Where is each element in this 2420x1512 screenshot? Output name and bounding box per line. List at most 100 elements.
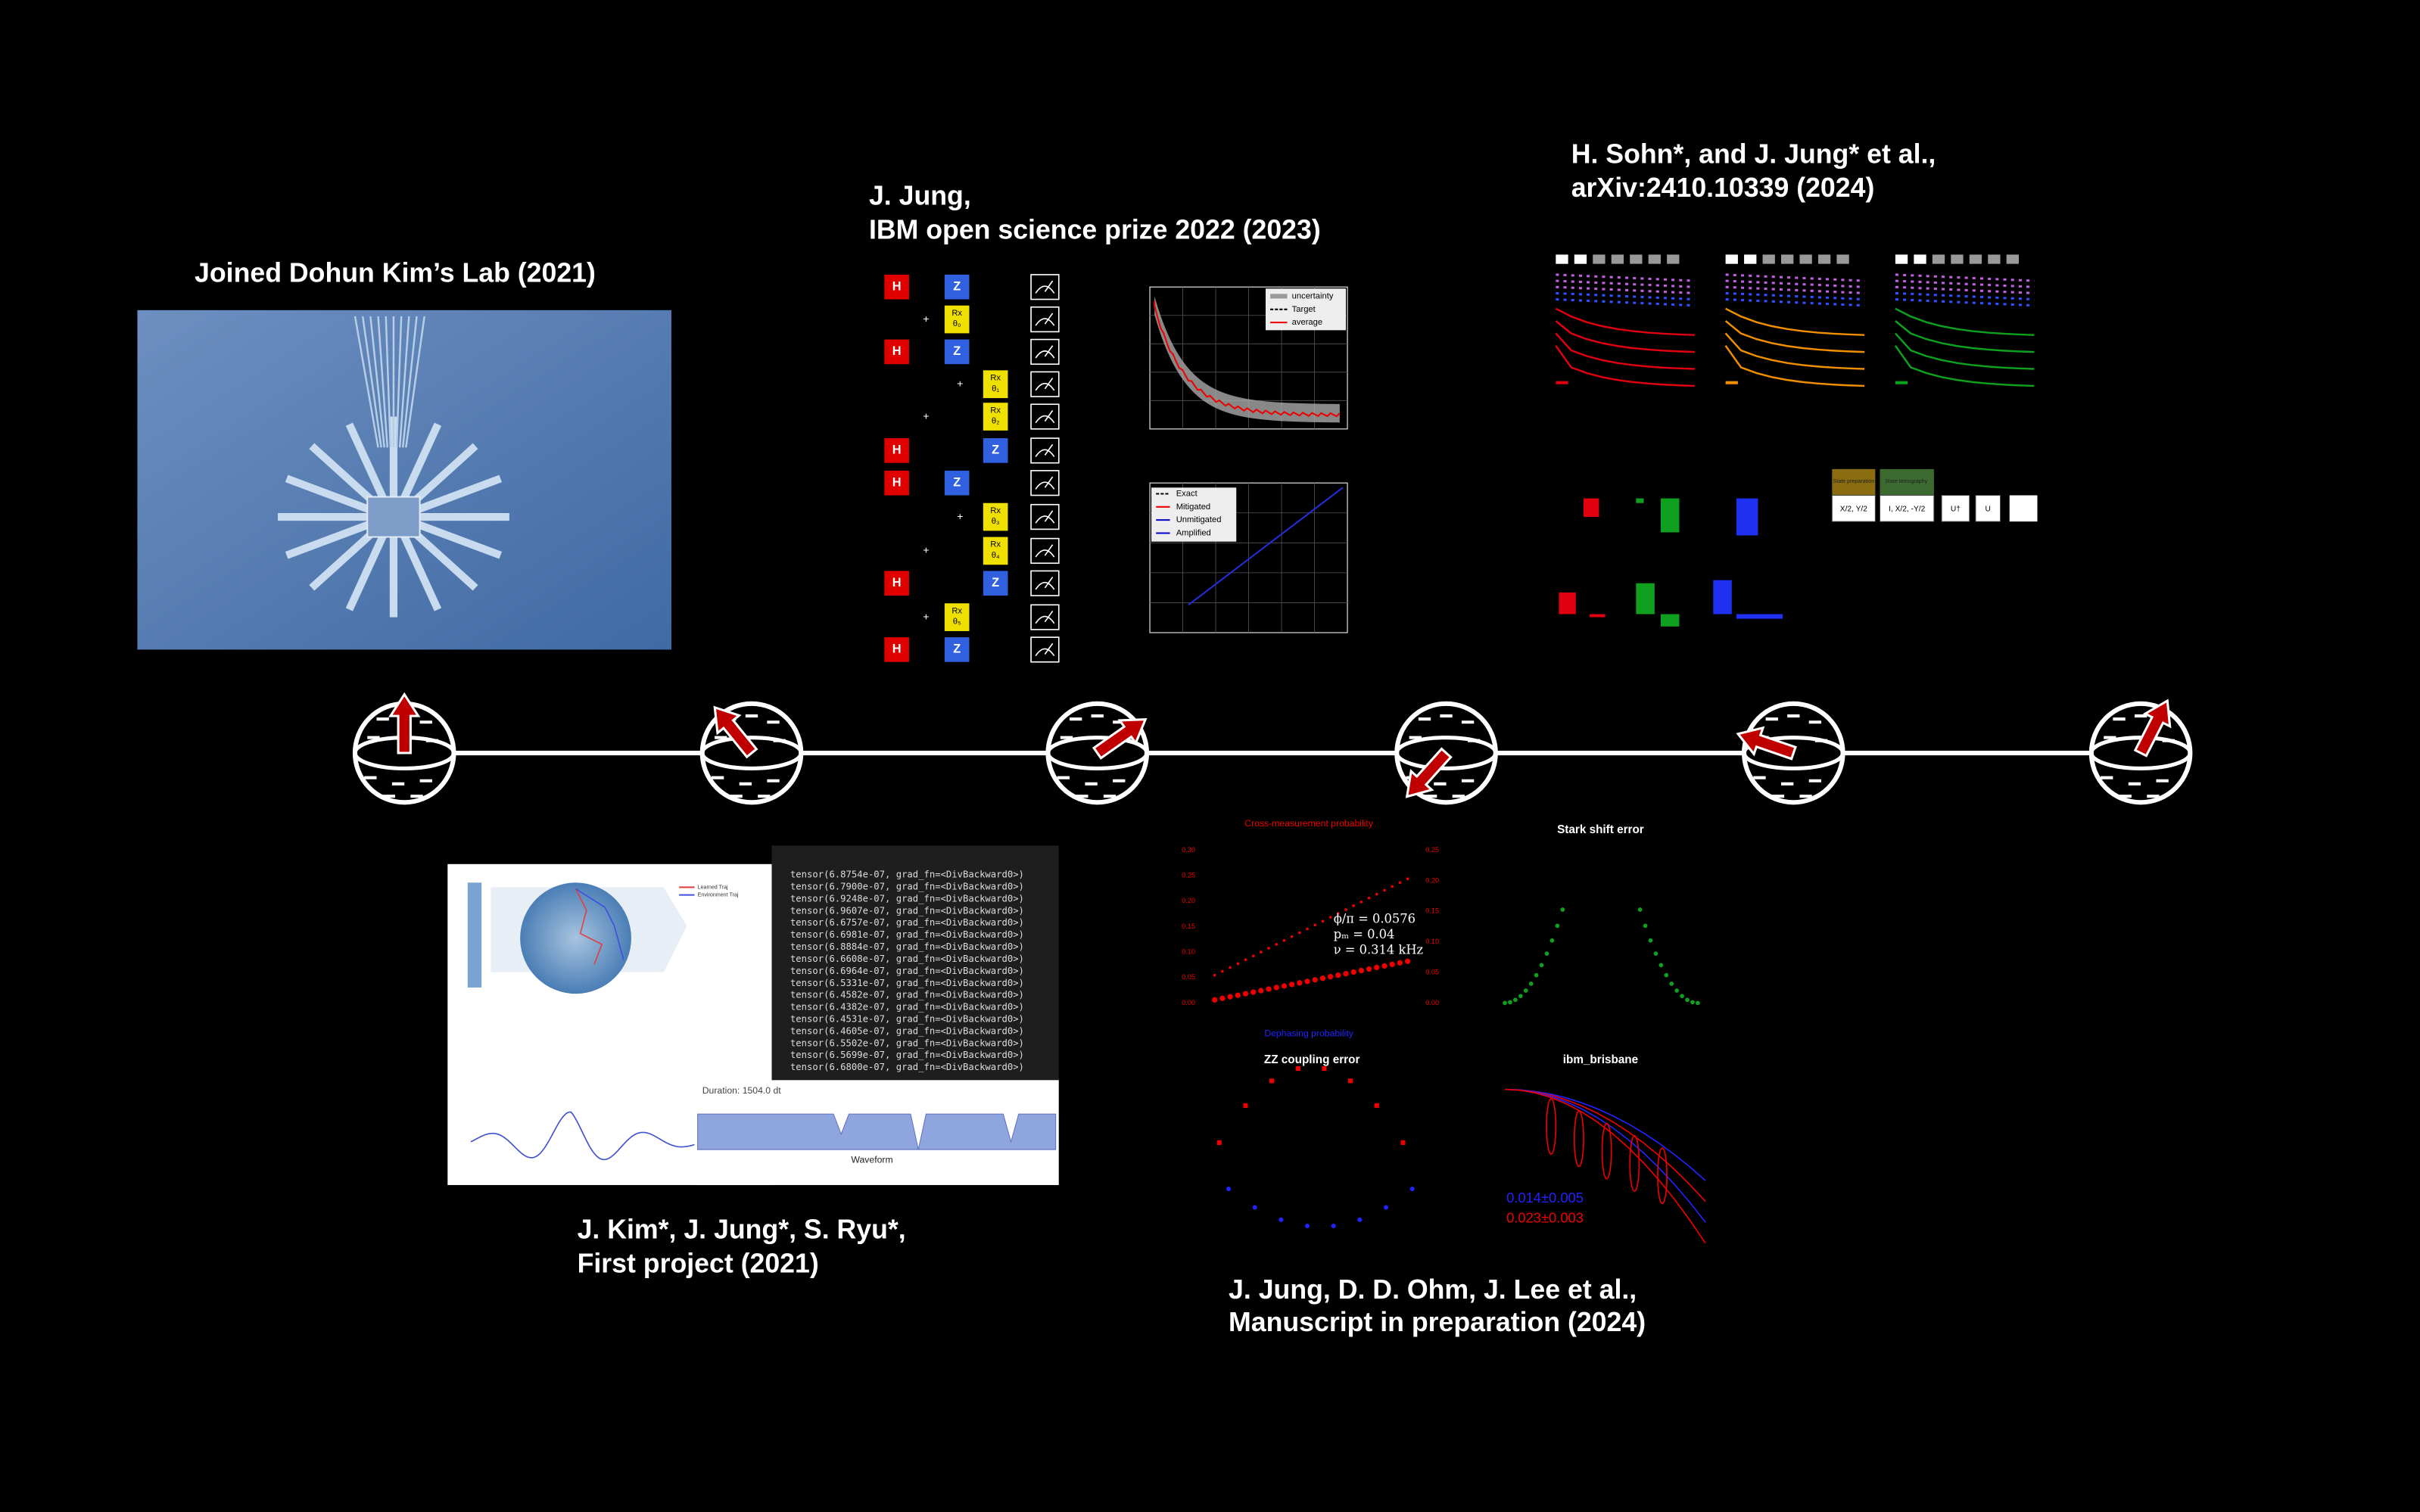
gate-label: H [892,280,902,294]
gate-label: H [892,443,902,457]
meter-icon [1035,313,1055,326]
dot [1236,962,1240,966]
dot [1637,907,1643,912]
bloch-sphere [699,701,804,805]
plus: + [923,410,929,422]
gate-rx [983,502,1008,531]
caption: J. Jung, D. D. Ohm, J. Lee et al., [1229,1274,1637,1305]
arrow [1736,726,1797,761]
violin [1629,1134,1640,1192]
chip-wire [395,316,403,448]
dot-row [1895,285,2035,294]
dot [1518,994,1523,999]
dot [1336,912,1340,915]
dot [1235,992,1241,998]
arrow [713,705,758,759]
panel-tab [1895,254,1908,264]
meter [1030,338,1060,366]
panel-tab [1932,254,1945,264]
dot-row [1556,298,1695,307]
dot [1523,988,1528,993]
bloch-sphere [1394,701,1498,805]
gate-box [1879,495,1935,522]
dot-row [1725,291,1865,301]
chip-wire [385,316,392,448]
waveform-label: Waveform [851,1155,892,1165]
panel-tab [2006,254,2020,264]
chip-electrode [345,527,391,611]
caption: J. Kim*, J. Jung*, S. Ryu*, [578,1215,906,1245]
dot-row [1725,298,1865,307]
square [1216,1140,1222,1145]
fit-label: 0.023±0.003 [1506,1210,1584,1226]
tick-right: 0.25 [1425,846,1439,854]
dot [1298,931,1301,935]
meter-icon [1035,345,1055,359]
square [1295,1066,1300,1072]
dot [1250,989,1257,995]
chip-center [366,496,421,538]
panel-tab [1969,254,1982,264]
panel-tab [1725,254,1738,264]
dot [1690,1000,1695,1005]
duration: Duration: 1504.0 dt [702,1085,782,1096]
fit-label: 0.014±0.005 [1506,1190,1584,1206]
dot [1343,970,1349,977]
dot [1306,927,1309,931]
chip-electrode [397,527,442,611]
bar [1590,614,1606,618]
bar [1636,498,1644,503]
gate-box [1831,495,1876,522]
dot [1321,919,1325,923]
console-line: tensor(6.8754e-07, grad_fn=<DivBackward0… [790,870,1024,880]
bar [1559,592,1576,614]
meter [1030,503,1060,530]
dot [1513,997,1518,1003]
tick-right: 0.20 [1425,876,1439,884]
title-red: Cross-measurement probability [1244,818,1374,829]
dot [1539,963,1544,968]
dot [1406,877,1409,881]
tick-left: 0.30 [1182,846,1195,854]
square [1243,1103,1248,1109]
bar [1736,614,1783,619]
violin [1657,1147,1668,1205]
dot [1213,973,1216,977]
dot [1229,966,1232,969]
annotation: pₘ = 0.04 [1334,927,1395,941]
console-line: tensor(6.4582e-07, grad_fn=<DivBackward0… [790,990,1024,1000]
console-line: tensor(6.6964e-07, grad_fn=<DivBackward0… [790,966,1024,976]
square [1374,1103,1379,1109]
chip-electrode [409,474,503,516]
square [1400,1140,1406,1145]
gate-label: Z [953,344,961,358]
console-line: tensor(6.5331e-07, grad_fn=<DivBackward0… [790,978,1024,988]
panel-tab [1799,254,1812,264]
console-line: tensor(6.9248e-07, grad_fn=<DivBackward0… [790,893,1024,904]
gate-label: Z [953,280,961,294]
meter [1030,403,1060,430]
fit-curve [1504,1088,1706,1244]
gate-label: H [892,344,902,358]
gate-param: θ₀ [953,319,961,328]
decay-curve [1555,307,1695,336]
dot [1534,972,1539,978]
gate-label: U [1986,506,1991,514]
gate-rx [983,537,1008,565]
console [771,845,1059,1081]
annotation: ν = 0.314 kHz [1334,943,1423,957]
chip-electrode [397,422,442,508]
caption: First project (2021) [578,1248,819,1278]
dot [1560,907,1565,912]
dot [1398,881,1402,885]
decay-curve [1555,345,1695,387]
dot [1226,1186,1232,1192]
dot [1227,994,1233,1000]
legend-label: Learned Traj [698,884,728,890]
dot [1244,958,1247,962]
dot [1344,908,1347,911]
dot [1653,951,1658,956]
gate-z [944,339,970,365]
gate-label: Z [992,443,999,457]
dot [1358,967,1365,974]
